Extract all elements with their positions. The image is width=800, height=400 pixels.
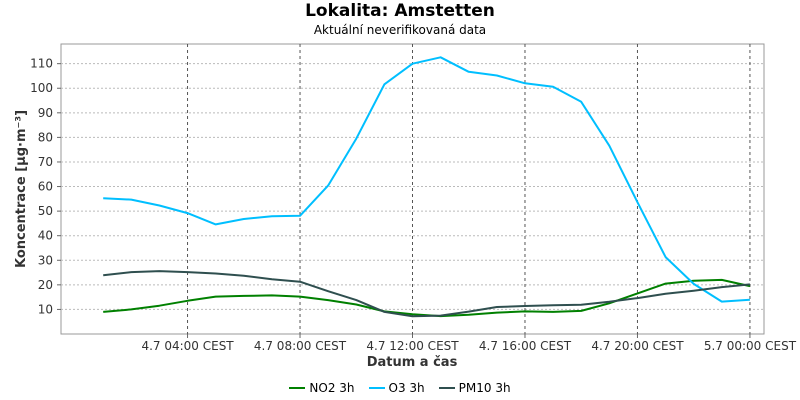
y-tick-label: 10 [38,302,53,316]
series-line-o3-3h [103,56,750,303]
x-axis-ticks: 4.7 04:00 CEST 4.7 08:00 CEST 4.7 12:00 CE… [141,334,797,353]
legend-swatch [368,387,385,389]
grid-lines [61,44,764,334]
legend-item-pm10-3h[interactable]: PM10 3h [438,381,511,395]
x-tick-label: 4.7 16:00 CEST [479,339,572,353]
legend-swatch [289,387,306,389]
y-tick-label: 70 [38,155,53,169]
series-line-pm10-3h [103,270,750,318]
x-tick-label: 4.7 08:00 CEST [254,339,347,353]
series-lines [103,56,751,318]
legend-item-no2-3h[interactable]: NO2 3h [289,381,355,395]
y-axis-ticks: 10 20 30 40 50 60 70 80 90 100 110 [30,57,61,316]
legend-label: PM10 3h [458,381,511,395]
x-tick-label: 4.7 20:00 CEST [591,339,684,353]
y-tick-label: 80 [38,130,53,144]
legend: NO2 3h O3 3h PM10 3h [0,381,800,395]
y-tick-label: 30 [38,253,53,267]
legend-swatch [438,387,455,389]
y-tick-label: 50 [38,204,53,218]
y-tick-label: 110 [30,57,53,71]
x-tick-label: 4.7 04:00 CEST [141,339,234,353]
y-tick-label: 100 [30,81,53,95]
chart-title: Lokalita: Amstetten [305,1,495,21]
y-axis-title: Koncentrace [µg·m⁻³] [14,110,29,268]
chart-subtitle: Aktuální neverifikovaná data [313,23,487,37]
x-tick-label: 4.7 12:00 CEST [366,339,459,353]
y-tick-label: 90 [38,106,53,120]
x-tick-label: 5.7 00:00 CEST [704,339,797,353]
y-tick-label: 20 [38,278,53,292]
x-axis-title: Datum a čas [367,355,458,370]
legend-label: O3 3h [388,381,425,395]
legend-label: NO2 3h [309,381,355,395]
y-tick-label: 60 [38,180,53,194]
legend-item-o3-3h[interactable]: O3 3h [368,381,425,395]
y-tick-label: 40 [38,229,53,243]
